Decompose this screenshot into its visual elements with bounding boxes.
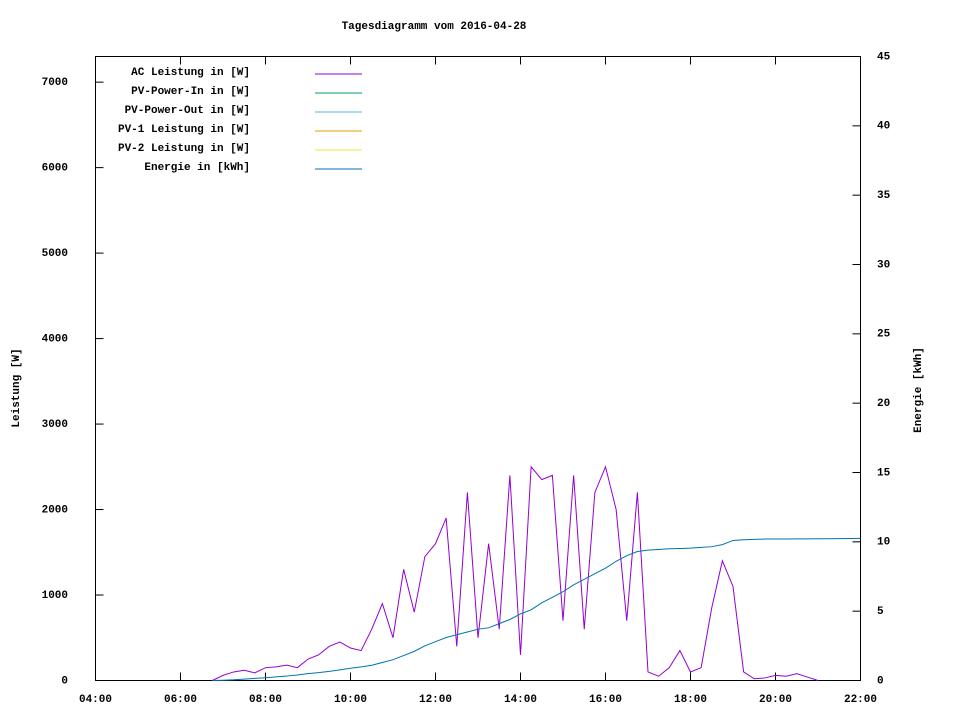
x-tick-label: 16:00 [589,694,622,706]
y-tick-label: 5000 [42,248,68,260]
x-tick-label: 10:00 [334,694,367,706]
legend-label: PV-Power-Out in [W] [125,105,250,117]
legend-label: AC Leistung in [W] [131,67,250,79]
y2-tick-label: 5 [877,606,884,618]
y-tick-label: 0 [61,675,68,687]
y2-tick-label: 45 [877,51,891,63]
x-tick-label: 12:00 [419,694,452,706]
legend-label: Energie in [kWh] [144,162,250,174]
legend-label: PV-Power-In in [W] [131,86,250,98]
x-tick-label: 18:00 [674,694,707,706]
y2-tick-label: 0 [877,675,884,687]
y2-axis-label: Energie [kWh] [913,347,925,433]
y2-tick-label: 10 [877,537,890,549]
y2-tick-label: 20 [877,398,890,410]
y-tick-label: 3000 [42,419,68,431]
y2-tick-label: 25 [877,329,891,341]
y2-tick-label: 35 [877,190,891,202]
y-tick-label: 6000 [42,163,68,175]
legend-label: PV-2 Leistung in [W] [118,143,250,155]
y-tick-label: 1000 [42,590,68,602]
chart-title: Tagesdiagramm vom 2016-04-28 [342,21,527,33]
x-tick-label: 14:00 [504,694,537,706]
x-tick-label: 20:00 [759,694,792,706]
x-tick-label: 08:00 [249,694,282,706]
y2-tick-label: 30 [877,259,890,271]
y2-tick-label: 15 [877,467,891,479]
plot-frame [95,56,861,681]
y-tick-label: 7000 [42,77,68,89]
x-tick-label: 04:00 [79,694,112,706]
y2-tick-label: 40 [877,121,890,133]
y-tick-label: 2000 [42,504,68,516]
series-line [212,465,819,681]
series-line [212,537,861,681]
y-axis-label: Leistung [W] [11,348,23,427]
y-tick-label: 4000 [42,333,68,345]
legend-label: PV-1 Leistung in [W] [118,124,250,136]
x-tick-label: 06:00 [164,694,197,706]
x-tick-label: 22:00 [844,694,877,706]
